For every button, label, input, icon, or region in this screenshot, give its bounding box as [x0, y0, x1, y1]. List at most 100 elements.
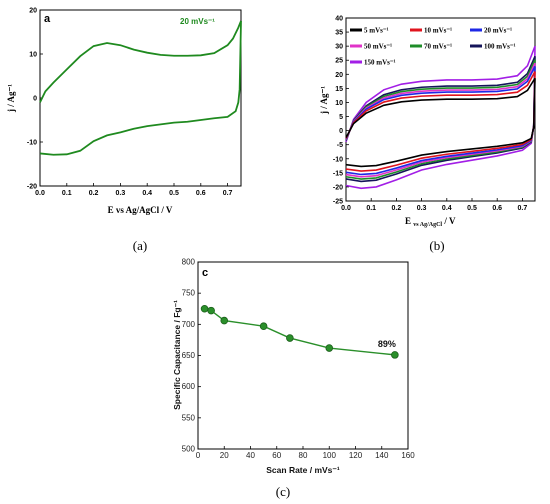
panel-b-legend-label: 70 mVs⁻¹: [424, 43, 452, 51]
c-x-tick-label: 60: [272, 451, 281, 460]
panel-c-curves: [200, 304, 399, 359]
b-y-tick-label: -15: [333, 170, 343, 177]
panel-c-point: [259, 322, 268, 331]
c-y-tick-label: 800: [182, 258, 196, 267]
panel-b-curve: [345, 45, 536, 143]
panel-a: 0.0 0.1 0.2 0.3 0.4 0.5 0.6 0.7 -20 -10 0 10 20 a 20…: [6, 8, 242, 253]
panel-a-x-axis-label: E vs Ag/AgCl / V: [108, 205, 173, 215]
panel-b-ticks: 0.0 0.1 0.2 0.3 0.4 0.5 0.6 0.7 -25 -20 -15 -10 -5 0 5…: [333, 16, 527, 213]
panel-c-point: [220, 316, 229, 325]
c-x-tick-label: 140: [375, 451, 389, 460]
panel-b-legend-label: 100 mVs⁻¹: [484, 43, 516, 51]
b-y-tick-label: -5: [337, 142, 343, 149]
panel-b-legend: 5 mVs⁻¹ 10 mVs⁻¹ 20 mVs⁻¹ 50 mVs⁻¹ 70 mVs⁻¹ 1…: [350, 27, 516, 67]
b-y-tick-label: 5: [339, 114, 343, 121]
panel-b: 0.0 0.1 0.2 0.3 0.4 0.5 0.6 0.7 -25 -20 -15 -10 -5 0 5…: [319, 16, 536, 253]
panel-a-curves: [39, 20, 242, 156]
c-y-tick-label: 600: [182, 382, 196, 391]
c-x-tick-label: 0: [196, 451, 201, 460]
b-y-tick-label: 35: [335, 30, 343, 37]
panel-a-label: a: [44, 13, 51, 25]
panel-c-y-axis-label: Specific Capacitance / Fg⁻¹: [172, 300, 182, 410]
panel-c-point: [286, 334, 294, 342]
a-x-tick-label: 0.3: [116, 190, 126, 197]
panel-a-cathodic-curve: [39, 20, 242, 156]
panel-b-legend-label: 20 mVs⁻¹: [484, 27, 512, 35]
a-y-tick-label: 10: [29, 52, 37, 59]
panel-b-legend-label: 10 mVs⁻¹: [424, 27, 452, 35]
panel-b-curves: [345, 45, 536, 190]
panel-a-series-label: 20 mVs⁻¹: [180, 17, 215, 26]
panel-c-point: [325, 344, 334, 352]
panel-c-x-axis-label: Scan Rate / mVs⁻¹: [266, 465, 340, 475]
b-y-tick-label: 15: [335, 86, 343, 93]
panel-b-x-axis-label: E vs Ag/AgCl / V: [405, 216, 456, 228]
c-y-tick-label: 550: [182, 413, 196, 422]
panel-b-legend-label: 5 mVs⁻¹: [364, 27, 389, 35]
panel-c-annotation: 89%: [378, 339, 396, 349]
panel-a-frame: [39, 9, 242, 187]
b-x-tick-label: 0.1: [366, 205, 376, 212]
b-x-tick-label: 0.6: [492, 205, 502, 212]
b-y-tick-label: 0: [339, 128, 343, 135]
panel-c-frame: [197, 261, 409, 450]
panel-b-caption: (b): [429, 238, 444, 253]
a-x-tick-label: 0.4: [142, 190, 152, 197]
a-y-tick-label: 20: [29, 8, 37, 15]
panel-c-point: [207, 306, 215, 315]
a-x-tick-label: 0.6: [196, 190, 206, 197]
c-x-tick-label: 100: [323, 451, 337, 460]
a-y-tick-label: 0: [33, 96, 37, 103]
panel-c-line: [204, 308, 395, 356]
panel-c-point: [391, 351, 399, 359]
panel-c-caption: (c): [276, 484, 290, 499]
panel-a-anodic-curve: [39, 20, 242, 103]
b-y-tick-label: 10: [335, 100, 343, 107]
c-x-tick-label: 120: [349, 451, 363, 460]
b-y-tick-label: 40: [335, 16, 343, 23]
panel-b-curve: [345, 46, 536, 190]
panel-b-frame: [345, 17, 536, 202]
b-y-tick-label: -20: [333, 184, 343, 191]
a-x-tick-label: 0.7: [223, 190, 233, 197]
panel-b-curve: [345, 66, 536, 140]
panel-c: 0 20 40 60 80 100 120 140 160 500 550 600 650 700 750 8…: [172, 258, 415, 500]
panel-c-ticks: 0 20 40 60 80 100 120 140 160 500 550 600 650 700 750 8…: [182, 258, 416, 461]
a-y-tick-label: -20: [27, 184, 37, 191]
a-y-tick-label: -10: [27, 140, 37, 147]
b-y-tick-label: -25: [333, 199, 343, 206]
b-y-tick-label: -10: [333, 156, 343, 163]
a-x-tick-label: 0.5: [169, 190, 179, 197]
c-x-tick-label: 80: [299, 451, 308, 460]
b-x-tick-label: 0.4: [442, 205, 452, 212]
panel-b-x-label-unit: / V: [443, 216, 456, 226]
b-y-tick-label: 30: [335, 44, 343, 51]
panel-a-ticks: 0.0 0.1 0.2 0.3 0.4 0.5 0.6 0.7 -20 -10 0 10 20: [27, 8, 233, 198]
panel-b-curve: [345, 71, 536, 139]
panel-c-label: c: [202, 267, 208, 279]
c-y-tick-label: 700: [182, 320, 196, 329]
panel-c-point: [200, 304, 209, 313]
b-y-tick-label: 25: [335, 58, 343, 65]
a-x-tick-label: 0.1: [62, 190, 72, 197]
a-x-tick-label: 0.0: [35, 190, 45, 197]
panel-b-x-label-sub: vs Ag/AgCl: [413, 222, 442, 228]
b-x-tick-label: 0.7: [518, 205, 528, 212]
c-x-tick-label: 40: [246, 451, 255, 460]
c-y-tick-label: 500: [182, 445, 196, 454]
b-x-tick-label: 0.3: [417, 205, 427, 212]
panel-b-legend-label: 50 mVs⁻¹: [364, 43, 392, 51]
b-x-tick-label: 0.5: [467, 205, 477, 212]
panel-b-y-axis-label: j / Ag⁻¹: [319, 86, 329, 115]
c-y-tick-label: 650: [182, 351, 196, 360]
b-y-tick-label: 20: [335, 72, 343, 79]
b-x-tick-label: 0.0: [341, 205, 351, 212]
c-x-tick-label: 160: [401, 451, 415, 460]
a-x-tick-label: 0.2: [89, 190, 99, 197]
c-x-tick-label: 20: [220, 451, 229, 460]
panel-b-curve: [345, 56, 536, 183]
panel-b-curve: [345, 78, 536, 168]
c-y-tick-label: 750: [182, 289, 196, 298]
panel-b-legend-label: 150 mVs⁻¹: [364, 59, 396, 67]
